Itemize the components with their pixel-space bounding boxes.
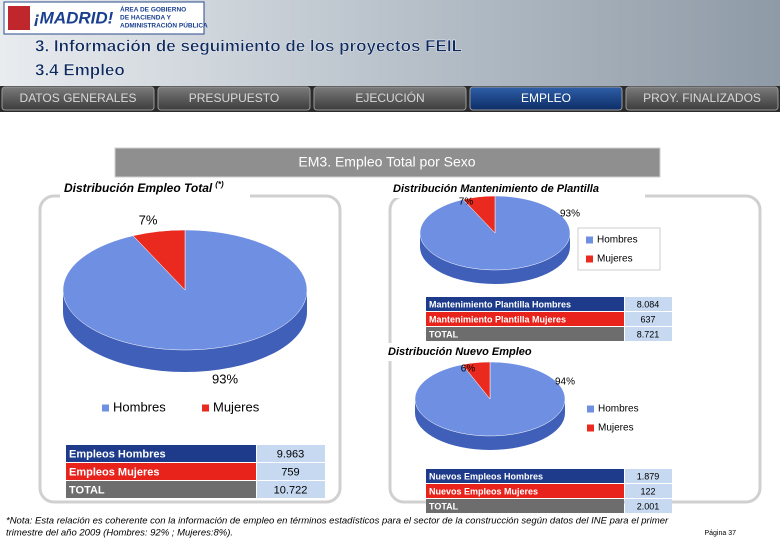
table-value-cell <box>625 297 672 311</box>
tab[interactable] <box>625 86 779 111</box>
legend-swatch <box>587 405 594 413</box>
legend-label: Mujeres <box>598 423 634 434</box>
table-label-cell <box>66 481 256 498</box>
pie-slice <box>461 361 491 400</box>
table-label: TOTAL <box>429 501 459 511</box>
legend-swatch <box>202 404 209 412</box>
legend-label: Hombres <box>597 235 638 246</box>
chart-title-text: Distribución Nuevo Empleo <box>388 346 532 358</box>
title: 3.4 Empleo <box>35 60 125 79</box>
tab-label[interactable]: EMPLEO <box>521 91 571 105</box>
table-value-cell <box>257 445 325 462</box>
chart-title-text: Distribución Empleo Total <box>64 181 213 195</box>
table-value: 10.722 <box>274 484 308 496</box>
legend-swatch <box>586 236 593 244</box>
legend-swatch <box>587 424 594 432</box>
table-value-cell <box>625 327 672 341</box>
table-label: Empleos Hombres <box>69 448 166 460</box>
table-label-cell <box>426 312 624 326</box>
table-label: Mantenimiento Plantilla Hombres <box>429 299 571 309</box>
table-value-cell <box>625 484 672 498</box>
tab-label[interactable]: PRESUPUESTO <box>189 91 279 105</box>
chart-title: Distribución Empleo Total (*) <box>64 180 224 195</box>
value-label: 93% <box>212 371 238 386</box>
department: ADMINISTRACIÓN PÚBLICA <box>120 21 208 30</box>
chart-title: Distribución Nuevo Empleo <box>388 346 532 358</box>
legend-label: Mujeres <box>597 254 633 265</box>
value-label: 7% <box>139 212 158 227</box>
value-label: 93% <box>560 209 580 220</box>
logo-box <box>3 1 205 35</box>
section-box <box>114 147 661 178</box>
table-value-cell <box>625 469 672 483</box>
value-label: 7% <box>459 197 474 208</box>
department: ÁREA DE GOBIERNO <box>120 5 186 14</box>
title-bg <box>380 343 580 361</box>
table-label-cell <box>426 499 624 513</box>
table-label: TOTAL <box>429 329 459 339</box>
tab-label[interactable]: DATOS GENERALES <box>20 91 137 105</box>
legend-box <box>577 227 661 271</box>
pie-slice <box>462 195 496 234</box>
table-label-cell <box>426 297 624 311</box>
pie-slice <box>132 229 186 291</box>
legend-label: Hombres <box>113 399 166 414</box>
table-value-cell <box>625 312 672 326</box>
chart-title: Distribución Mantenimiento de Plantilla <box>393 183 599 195</box>
table-value-cell <box>257 481 325 498</box>
tab[interactable] <box>313 86 467 111</box>
tab[interactable] <box>469 86 623 111</box>
table-value: 759 <box>281 466 299 478</box>
table-value: 1.879 <box>637 471 660 481</box>
title-bg <box>60 180 250 198</box>
table-value: 637 <box>640 314 655 324</box>
table-label: Nuevos Empleos Mujeres <box>429 486 538 496</box>
legend-label: Hombres <box>598 404 639 415</box>
logo-text: ¡MADRID! <box>34 8 114 27</box>
table-value-cell <box>625 499 672 513</box>
value-label: 94% <box>555 377 575 388</box>
chart-title-text: Distribución Mantenimiento de Plantilla <box>393 183 599 195</box>
tab[interactable] <box>1 86 155 111</box>
table-value: 8.084 <box>637 299 660 309</box>
section-title: EM3. Empleo Total por Sexo <box>298 154 475 170</box>
title-note: (*) <box>215 180 224 189</box>
value-label: 6% <box>461 364 476 375</box>
title: 3. Información de seguimiento de los pro… <box>35 36 462 55</box>
legend-swatch <box>586 255 593 263</box>
table-label: Empleos Mujeres <box>69 466 159 478</box>
table-label-cell <box>426 469 624 483</box>
table-label-cell <box>66 463 256 480</box>
table-label: TOTAL <box>69 484 105 496</box>
table-label-cell <box>66 445 256 462</box>
table-value: 122 <box>640 486 655 496</box>
table-value: 2.001 <box>637 501 660 511</box>
table-value: 8.721 <box>637 329 660 339</box>
tab[interactable] <box>157 86 311 111</box>
tab-label[interactable]: PROY. FINALIZADOS <box>643 91 761 105</box>
table-label: Mantenimiento Plantilla Mujeres <box>429 314 566 324</box>
table-value: 9.963 <box>277 448 305 460</box>
table-label-cell <box>426 484 624 498</box>
footnote: *Nota: Esta relación es coherente con la… <box>6 516 669 527</box>
table-value-cell <box>257 463 325 480</box>
pie-slice <box>62 229 308 351</box>
tab-label[interactable]: EJECUCIÓN <box>355 90 424 105</box>
footnote: trimestre del año 2009 (Hombres: 92% ; M… <box>6 528 233 539</box>
legend-label: Mujeres <box>213 399 260 414</box>
page-number: Página 37 <box>704 530 736 537</box>
table-label-cell <box>426 327 624 341</box>
title-bg <box>385 180 645 198</box>
department: DE HACIENDA Y <box>120 15 172 22</box>
logo-emblem <box>8 6 30 30</box>
table-label: Nuevos Empleos Hombres <box>429 471 543 481</box>
legend-swatch <box>102 404 109 412</box>
